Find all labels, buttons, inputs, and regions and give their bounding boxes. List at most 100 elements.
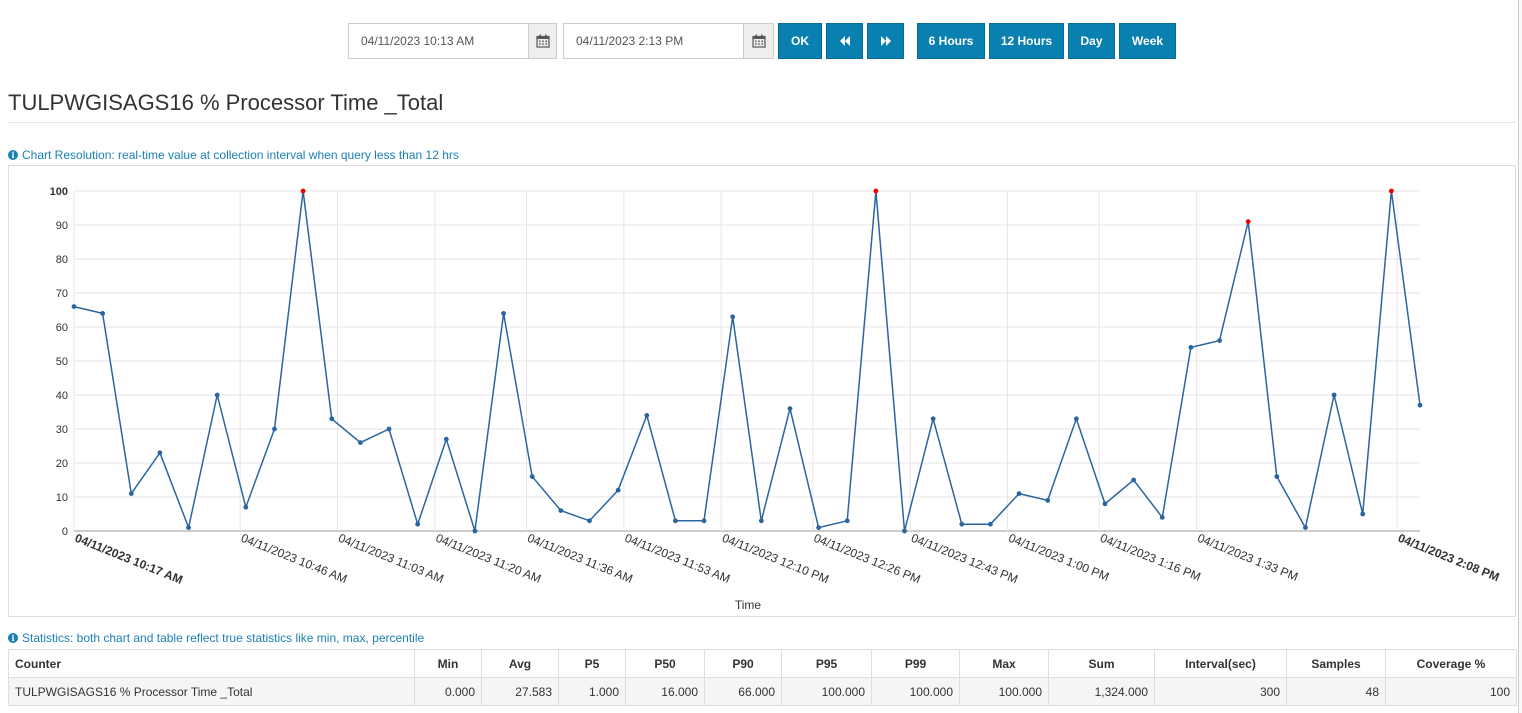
y-tick-label: 90 (56, 220, 68, 232)
data-point[interactable] (71, 304, 77, 309)
chart-series (71, 188, 1423, 534)
data-point[interactable] (1331, 392, 1337, 398)
y-tick-label: 70 (56, 288, 68, 300)
data-point[interactable] (1016, 491, 1022, 496)
cell-p99: 100.000 (871, 677, 960, 706)
peak-point[interactable] (1388, 188, 1394, 194)
data-point[interactable] (501, 311, 506, 316)
data-point[interactable] (902, 528, 907, 534)
data-point[interactable] (816, 525, 821, 530)
column-header-p50[interactable]: P50 (625, 649, 705, 678)
data-point[interactable] (587, 518, 592, 524)
calendar-icon[interactable] (528, 24, 556, 58)
column-header-coverage[interactable]: Coverage % (1385, 649, 1517, 678)
data-point[interactable] (787, 406, 793, 411)
statistics-note-text: Statistics: both chart and table reflect… (22, 631, 425, 645)
column-header-p95[interactable]: P95 (781, 649, 872, 678)
x-tick-label: 04/11/2023 12:43 PM (909, 531, 1020, 587)
cell-min: 0.000 (414, 677, 482, 706)
data-point[interactable] (701, 518, 707, 524)
data-point[interactable] (272, 426, 277, 432)
data-point[interactable] (558, 508, 564, 513)
column-header-min[interactable]: Min (414, 649, 482, 678)
data-point[interactable] (386, 426, 392, 432)
end-date-input[interactable] (564, 24, 743, 58)
data-point[interactable] (673, 518, 678, 524)
x-axis-ticks: 04/11/2023 10:17 AM 04/11/2023 10:46 AM04… (73, 531, 1502, 587)
data-point[interactable] (1102, 501, 1108, 507)
data-point[interactable] (1274, 474, 1280, 479)
calendar-icon[interactable] (743, 24, 773, 58)
data-point[interactable] (128, 491, 134, 496)
cell-counter: TULPWGISAGS16 % Processor Time _Total (8, 677, 415, 706)
previous-range-button[interactable] (826, 23, 863, 59)
data-point[interactable] (930, 416, 936, 422)
table-header-row: Counter Min Avg P5 P50 P90 P95 P99 Max S… (8, 649, 1517, 678)
x-tick-label: 04/11/2023 11:36 AM (525, 531, 634, 586)
data-point[interactable] (1159, 515, 1165, 520)
column-header-avg[interactable]: Avg (481, 649, 559, 678)
data-point[interactable] (1360, 511, 1366, 517)
data-point[interactable] (186, 525, 191, 530)
column-header-samples[interactable]: Samples (1286, 649, 1386, 678)
data-point[interactable] (730, 314, 736, 320)
info-icon: i (8, 633, 18, 643)
data-point[interactable] (1131, 477, 1137, 483)
data-point[interactable] (1045, 498, 1051, 503)
y-tick-label: 60 (56, 322, 68, 334)
data-point[interactable] (529, 474, 535, 479)
data-point[interactable] (1188, 345, 1194, 350)
x-tick-label: 04/11/2023 2:08 PM (1396, 531, 1501, 584)
y-axis-ticks: 0 10 20 30 40 50 60 70 80 90 100 (50, 186, 68, 538)
column-header-max[interactable]: Max (959, 649, 1049, 678)
range-week-button[interactable]: Week (1119, 23, 1176, 59)
data-point[interactable] (1303, 525, 1308, 530)
peak-point[interactable] (1245, 219, 1251, 224)
double-right-chevron-icon (880, 36, 891, 46)
y-tick-label: 40 (56, 390, 68, 402)
range-12-hours-button[interactable]: 12 Hours (989, 23, 1064, 59)
data-point[interactable] (214, 392, 220, 398)
start-date-input[interactable] (349, 24, 528, 58)
cell-p90: 66.000 (704, 677, 782, 706)
data-point[interactable] (472, 528, 478, 534)
data-point[interactable] (758, 518, 764, 524)
column-header-sum[interactable]: Sum (1048, 649, 1155, 678)
data-point[interactable] (100, 311, 106, 316)
cell-p5: 1.000 (558, 677, 626, 706)
data-point[interactable] (615, 487, 621, 493)
x-tick-label: 04/11/2023 1:16 PM (1098, 531, 1203, 584)
y-tick-label: 80 (56, 254, 68, 266)
ok-button[interactable]: OK (778, 23, 822, 59)
y-tick-label: 30 (56, 424, 68, 436)
data-point[interactable] (443, 436, 449, 442)
data-point[interactable] (157, 450, 163, 456)
column-header-interval[interactable]: Interval(sec) (1154, 649, 1287, 678)
peak-point[interactable] (300, 188, 306, 194)
start-date-picker[interactable] (348, 23, 557, 59)
data-point[interactable] (988, 521, 993, 527)
data-point[interactable] (415, 521, 421, 527)
data-point[interactable] (357, 440, 363, 445)
column-header-p99[interactable]: P99 (871, 649, 960, 678)
column-header-counter[interactable]: Counter (8, 649, 415, 678)
end-date-picker[interactable] (563, 23, 774, 59)
range-6-hours-button[interactable]: 6 Hours (917, 23, 985, 59)
data-point[interactable] (1417, 402, 1423, 408)
x-tick-label: 04/11/2023 11:53 AM (623, 531, 732, 586)
x-tick-label: 04/11/2023 10:46 AM (239, 531, 349, 586)
data-point[interactable] (959, 521, 965, 527)
column-header-p5[interactable]: P5 (558, 649, 626, 678)
peak-point[interactable] (873, 188, 879, 194)
data-point[interactable] (243, 504, 249, 510)
data-point[interactable] (329, 416, 335, 422)
next-range-button[interactable] (867, 23, 904, 59)
range-day-button[interactable]: Day (1068, 23, 1115, 59)
column-header-p90[interactable]: P90 (704, 649, 782, 678)
cell-samples: 48 (1286, 677, 1386, 706)
data-point[interactable] (1217, 338, 1222, 343)
cell-p95: 100.000 (781, 677, 872, 706)
data-point[interactable] (644, 413, 650, 418)
data-point[interactable] (844, 518, 850, 524)
data-point[interactable] (1073, 416, 1079, 422)
